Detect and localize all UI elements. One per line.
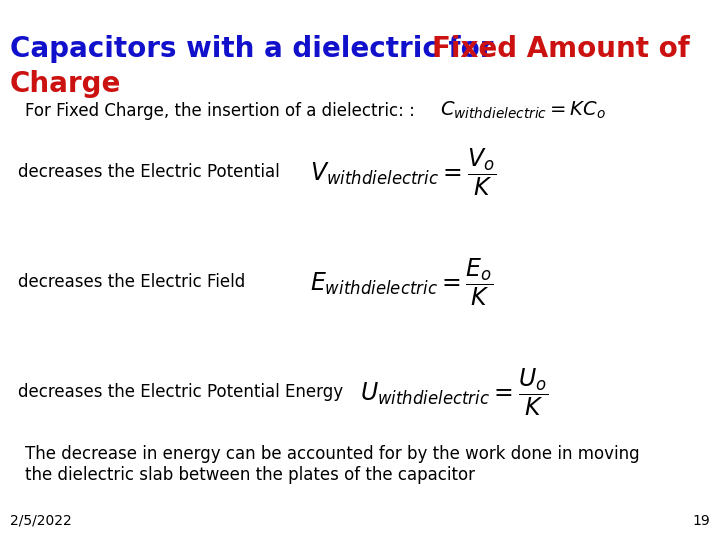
Text: The decrease in energy can be accounted for by the work done in moving
the diele: The decrease in energy can be accounted … bbox=[25, 445, 639, 484]
Text: decreases the Electric Field: decreases the Electric Field bbox=[18, 273, 246, 291]
Text: $U_{withdielectric} = \dfrac{U_o}{K}$: $U_{withdielectric} = \dfrac{U_o}{K}$ bbox=[360, 366, 549, 418]
Text: Fixed Amount of: Fixed Amount of bbox=[432, 35, 690, 63]
Text: $C_{withdielectric} = KC_o$: $C_{withdielectric} = KC_o$ bbox=[440, 100, 606, 122]
Text: decreases the Electric Potential Energy: decreases the Electric Potential Energy bbox=[18, 383, 343, 401]
Text: decreases the Electric Potential: decreases the Electric Potential bbox=[18, 163, 280, 181]
Text: For Fixed Charge, the insertion of a dielectric: :: For Fixed Charge, the insertion of a die… bbox=[25, 102, 415, 120]
Text: Charge: Charge bbox=[10, 70, 122, 98]
Text: $E_{withdielectric} = \dfrac{E_o}{K}$: $E_{withdielectric} = \dfrac{E_o}{K}$ bbox=[310, 256, 493, 308]
Text: 19: 19 bbox=[692, 514, 710, 528]
Text: Capacitors with a dielectric for: Capacitors with a dielectric for bbox=[10, 35, 503, 63]
Text: 2/5/2022: 2/5/2022 bbox=[10, 514, 72, 528]
Text: $V_{withdielectric} = \dfrac{V_o}{K}$: $V_{withdielectric} = \dfrac{V_o}{K}$ bbox=[310, 146, 496, 198]
